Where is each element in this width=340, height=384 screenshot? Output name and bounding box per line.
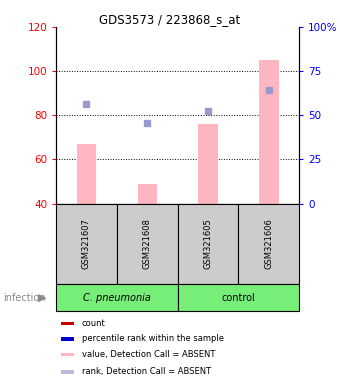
Bar <box>56 284 177 311</box>
Bar <box>138 184 157 204</box>
Text: GSM321605: GSM321605 <box>204 218 212 269</box>
Bar <box>259 60 278 204</box>
Text: percentile rank within the sample: percentile rank within the sample <box>82 334 224 343</box>
Text: C. pneumonia: C. pneumonia <box>83 293 151 303</box>
Bar <box>77 144 96 204</box>
Text: control: control <box>222 293 255 303</box>
Text: GSM321607: GSM321607 <box>82 218 91 269</box>
Text: infection: infection <box>3 293 46 303</box>
Bar <box>238 204 299 284</box>
Bar <box>56 204 117 284</box>
Text: rank, Detection Call = ABSENT: rank, Detection Call = ABSENT <box>82 367 211 376</box>
Bar <box>117 204 177 284</box>
Text: value, Detection Call = ABSENT: value, Detection Call = ABSENT <box>82 350 215 359</box>
Bar <box>61 337 74 341</box>
Text: ▶: ▶ <box>38 293 47 303</box>
Bar <box>177 284 299 311</box>
Bar <box>61 370 74 374</box>
Text: count: count <box>82 319 105 328</box>
Bar <box>198 124 218 204</box>
Text: GDS3573 / 223868_s_at: GDS3573 / 223868_s_at <box>99 13 241 26</box>
Bar <box>177 204 238 284</box>
Text: GSM321608: GSM321608 <box>143 218 152 269</box>
Bar <box>61 321 74 325</box>
Text: GSM321606: GSM321606 <box>264 218 273 269</box>
Bar <box>61 353 74 356</box>
